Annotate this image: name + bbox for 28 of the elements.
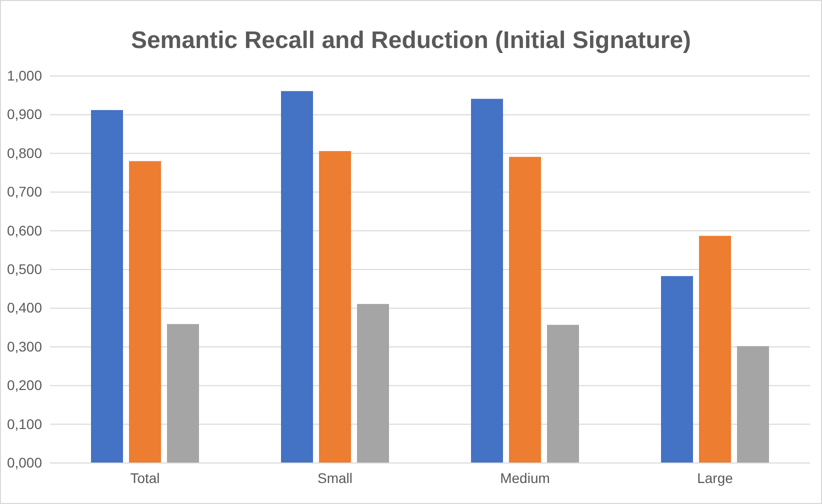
y-tick-label: 0,400 xyxy=(6,300,42,316)
y-tick-label: 0,800 xyxy=(6,144,42,161)
bar xyxy=(129,161,161,463)
bar xyxy=(547,324,579,463)
bar xyxy=(319,151,351,463)
y-tick-label: 0,200 xyxy=(6,377,42,394)
x-tick-label: Total xyxy=(130,470,160,486)
bar xyxy=(509,156,541,463)
bar xyxy=(357,304,389,463)
y-tick-label: 0,700 xyxy=(6,184,42,200)
bar xyxy=(281,91,313,463)
y-tick-label: 0,900 xyxy=(6,106,42,122)
y-tick-label: 0,600 xyxy=(6,222,42,238)
x-tick-label: Medium xyxy=(500,470,550,486)
y-tick-label: 0,300 xyxy=(6,338,42,354)
chart-title: Semantic Recall and Reduction (Initial Signature) xyxy=(130,27,692,54)
bar xyxy=(91,110,123,463)
y-tick-label: 1,000 xyxy=(6,67,42,84)
bar xyxy=(167,324,199,463)
y-tick-label: 0,100 xyxy=(6,416,42,432)
y-tick-label: 0,500 xyxy=(6,260,42,277)
bar xyxy=(661,276,693,463)
bar xyxy=(471,98,503,463)
bar xyxy=(737,346,769,463)
y-tick-label: 0,000 xyxy=(6,454,42,470)
x-tick-label: Large xyxy=(697,470,734,486)
x-tick-label: Small xyxy=(317,470,353,486)
bar xyxy=(699,236,731,463)
